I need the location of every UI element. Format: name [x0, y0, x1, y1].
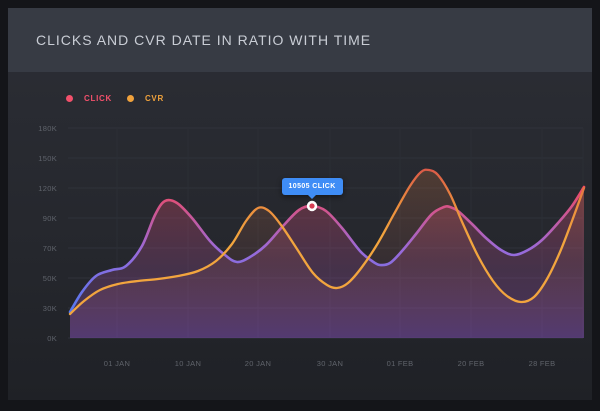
x-tick-label: 20 FEB — [458, 359, 485, 368]
x-tick-label: 30 JAN — [317, 359, 343, 368]
chart-legend: CLICK CVR — [66, 94, 164, 103]
highlighted-point-marker[interactable] — [306, 200, 318, 212]
click-series-dot-icon — [66, 95, 73, 102]
cvr-series-dot-icon — [126, 95, 134, 102]
x-axis-labels: 01 JAN 10 JAN 20 JAN 30 JAN 01 FEB 20 FE… — [104, 359, 556, 368]
y-tick-label: 0K — [47, 334, 57, 343]
legend-item-cvr[interactable]: CVR — [126, 94, 164, 103]
page-title: CLICKS AND CVR DATE IN RATIO WITH TIME — [36, 32, 372, 48]
click-series-line[interactable] — [68, 185, 586, 314]
x-tick-label: 20 JAN — [245, 359, 271, 368]
y-tick-label: 50K — [43, 274, 57, 283]
legend-item-click[interactable]: CLICK — [66, 94, 112, 103]
y-tick-label: 150K — [38, 154, 57, 163]
tooltip: 10505 CLICK — [281, 178, 343, 199]
panel-header: CLICKS AND CVR DATE IN RATIO WITH TIME — [8, 8, 592, 72]
cvr-series-area — [70, 169, 584, 338]
tooltip-arrow-icon — [308, 195, 317, 203]
y-axis-labels: 180K 150K 120K 90K 70K 50K 30K 0K — [38, 124, 57, 343]
legend-label-cvr: CVR — [144, 94, 164, 103]
y-tick-label: 30K — [43, 304, 57, 313]
x-tick-label: 01 JAN — [104, 359, 130, 368]
y-tick-label: 90K — [43, 214, 57, 223]
plot-area[interactable] — [68, 168, 586, 338]
x-tick-label: 28 FEB — [529, 359, 556, 368]
tooltip-value: 10505 CLICK — [288, 183, 336, 190]
legend-label-click: CLICK — [84, 94, 112, 103]
x-tick-label: 01 FEB — [387, 359, 414, 368]
y-tick-label: 120K — [38, 184, 57, 193]
y-tick-label: 70K — [43, 244, 57, 253]
x-tick-label: 10 JAN — [175, 359, 201, 368]
cvr-series-line[interactable] — [68, 168, 586, 316]
y-tick-label: 180K — [38, 124, 57, 133]
